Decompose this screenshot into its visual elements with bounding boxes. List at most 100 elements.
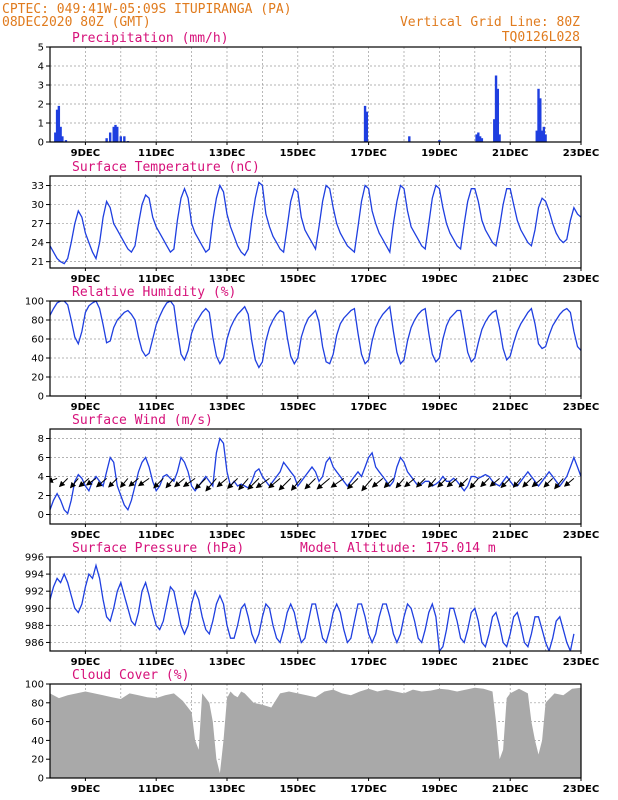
x-tick-label: 11DEC <box>138 530 174 541</box>
wind-arrow <box>290 478 302 491</box>
pres-series-line <box>50 563 575 651</box>
y-tick-label: 60 <box>31 335 44 346</box>
y-tick-label: 30 <box>31 200 44 211</box>
precip-title: Precipitation (mm/h) <box>72 31 229 46</box>
wind-arrow <box>128 478 139 487</box>
y-tick-label: 994 <box>25 570 44 581</box>
cloud-plot-area <box>50 684 581 778</box>
wind-arrow <box>174 478 185 488</box>
wind-panel: Surface Wind (m/s) 0 2 4 6 8 9DEC 11DEC 13DEC 15D… <box>38 413 600 541</box>
x-tick-label: 9DEC <box>71 657 100 668</box>
y-tick-label: 0 <box>38 774 44 785</box>
x-tick-label: 9DEC <box>71 402 100 413</box>
wind-arrow <box>489 478 500 487</box>
y-tick-label: 3 <box>38 81 44 92</box>
x-tick-label: 17DEC <box>350 402 386 413</box>
x-tick-label: 15DEC <box>280 530 316 541</box>
wind-arrow <box>446 478 458 488</box>
x-tick-label: 21DEC <box>492 530 528 541</box>
rh-panel: Relative Humidity (%) 0 20 40 60 80 100 9DEC 11D… <box>25 285 599 413</box>
x-tick-label: 19DEC <box>421 784 457 795</box>
x-tick-label: 9DEC <box>71 274 100 285</box>
wind-arrow <box>205 478 217 492</box>
x-tick-label: 19DEC <box>421 657 457 668</box>
header-grid-line: Vertical Grid Line: 80Z <box>400 15 580 30</box>
x-tick-label: 9DEC <box>71 530 100 541</box>
wind-arrow <box>316 478 330 490</box>
wind-arrow <box>346 478 359 490</box>
precip-bar <box>363 105 367 142</box>
wind-plot-area <box>50 429 581 524</box>
precip-bar <box>480 138 484 142</box>
x-tick-label: 23DEC <box>563 530 599 541</box>
panels: Precipitation (mm/h) 0 1 2 3 4 5 9DEC 11DEC 13DEC… <box>25 31 599 795</box>
pres-plot-area <box>50 557 581 651</box>
wind-title: Surface Wind (m/s) <box>72 413 213 428</box>
cloud-panel: Cloud Cover (%) 0 20 40 60 80 100 9DEC 11DEC 13DE… <box>25 668 599 795</box>
y-tick-label: 80 <box>31 316 44 327</box>
y-tick-label: 60 <box>31 717 44 728</box>
wind-arrow <box>563 478 575 487</box>
wind-arrow <box>522 478 532 488</box>
wind-arrow <box>50 477 58 483</box>
x-tick-label: 17DEC <box>350 530 386 541</box>
pres-annotation: Model Altitude: 175.014 m <box>300 541 496 556</box>
x-tick-label: 21DEC <box>492 784 528 795</box>
x-tick-label: 11DEC <box>138 784 174 795</box>
precip-bar <box>478 136 482 142</box>
wind-arrow <box>480 478 490 488</box>
x-tick-label: 19DEC <box>421 274 457 285</box>
y-tick-label: 996 <box>25 553 44 564</box>
precip-bar <box>59 126 62 142</box>
wind-arrow <box>531 478 543 488</box>
y-tick-label: 100 <box>25 680 44 691</box>
wind-arrow <box>137 477 150 487</box>
y-tick-label: 40 <box>31 354 44 365</box>
wind-arrow <box>194 478 207 490</box>
y-tick-label: 990 <box>25 604 44 615</box>
x-tick-label: 21DEC <box>492 657 528 668</box>
x-tick-label: 19DEC <box>421 402 457 413</box>
y-tick-label: 2 <box>38 100 44 111</box>
wind-arrow <box>404 478 415 488</box>
precip-panel: Precipitation (mm/h) 0 1 2 3 4 5 9DEC 11DEC 13DEC… <box>38 31 600 159</box>
x-tick-label: 17DEC <box>350 148 386 159</box>
y-tick-label: 27 <box>31 219 44 230</box>
wind-frame <box>49 428 582 525</box>
x-tick-label: 13DEC <box>209 274 245 285</box>
wind-arrow <box>437 478 447 488</box>
wind-arrow <box>278 478 292 491</box>
y-tick-label: 0 <box>38 510 44 521</box>
x-tick-label: 13DEC <box>209 657 245 668</box>
x-tick-label: 13DEC <box>209 530 245 541</box>
pres-title: Surface Pressure (hPa) <box>72 541 244 556</box>
x-tick-label: 17DEC <box>350 784 386 795</box>
x-tick-label: 23DEC <box>563 148 599 159</box>
precip-bar <box>108 132 112 142</box>
y-tick-label: 21 <box>31 257 44 268</box>
wind-arrow <box>268 478 281 489</box>
y-tick-label: 986 <box>25 638 44 649</box>
wind-arrow <box>95 478 107 488</box>
y-tick-label: 40 <box>31 736 44 747</box>
x-tick-label: 9DEC <box>71 784 100 795</box>
rh-title: Relative Humidity (%) <box>72 285 236 300</box>
precip-plot-area <box>50 47 581 142</box>
wind-arrow <box>543 478 554 488</box>
x-tick-label: 23DEC <box>563 402 599 413</box>
y-tick-label: 20 <box>31 373 44 384</box>
wind-arrow <box>69 478 79 489</box>
wind-arrow <box>554 478 564 490</box>
x-tick-label: 21DEC <box>492 402 528 413</box>
wind-arrow <box>85 477 97 486</box>
precip-bar <box>119 136 122 142</box>
precip-bar <box>537 88 540 142</box>
y-tick-label: 992 <box>25 587 44 598</box>
header-date: 08DEC2020 80Z (GMT) <box>2 15 151 30</box>
precip-bar <box>540 130 544 142</box>
x-tick-label: 17DEC <box>350 657 386 668</box>
wind-arrow <box>416 478 426 488</box>
x-tick-label: 17DEC <box>350 274 386 285</box>
x-tick-label: 23DEC <box>563 274 599 285</box>
